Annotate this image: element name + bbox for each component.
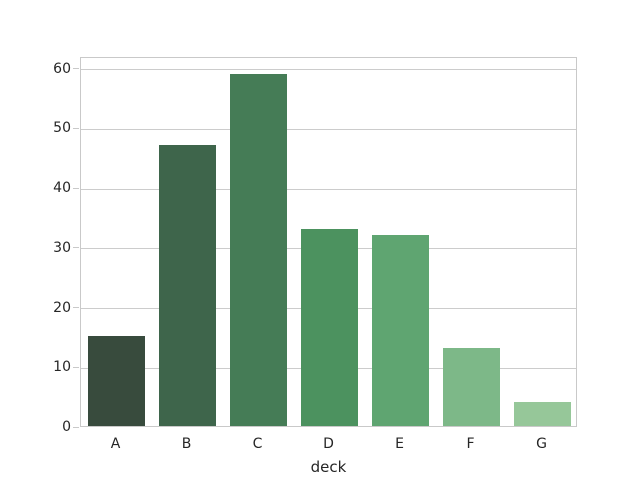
y-tick-mark-50 (73, 127, 79, 129)
x-tick-label-A: A (110, 436, 121, 452)
x-tick-label-C: C (252, 436, 263, 452)
bar-D (301, 228, 358, 426)
y-tick-mark-20 (73, 307, 79, 309)
bar-B (159, 145, 216, 426)
y-tick-label-20: 20 (53, 299, 71, 316)
bar-F (443, 348, 500, 426)
grid-line-y50 (81, 128, 576, 130)
x-tick-label-G: G (536, 436, 547, 452)
plot-area (80, 57, 577, 427)
bar-G (514, 402, 571, 426)
bar-E (372, 234, 429, 426)
y-tick-label-30: 30 (53, 239, 71, 256)
y-tick-label-10: 10 (53, 359, 71, 376)
bar-C (230, 73, 287, 426)
y-tick-label-40: 40 (53, 180, 71, 197)
y-tick-label-50: 50 (53, 120, 71, 137)
x-axis-label: deck (310, 458, 347, 476)
y-tick-mark-40 (73, 187, 79, 189)
bar-A (88, 336, 145, 426)
x-tick-label-F: F (466, 436, 475, 452)
y-tick-label-60: 60 (53, 60, 71, 77)
y-tick-mark-30 (73, 247, 79, 249)
y-tick-label-0: 0 (62, 419, 71, 435)
x-tick-label-D: D (323, 436, 334, 452)
x-tick-label-E: E (395, 436, 404, 452)
y-tick-mark-60 (73, 68, 79, 70)
grid-line-y60 (81, 69, 576, 71)
x-tick-label-B: B (181, 436, 192, 452)
y-tick-mark-10 (73, 366, 79, 368)
y-tick-mark-0 (73, 426, 79, 428)
grid-line-y40 (81, 188, 576, 190)
